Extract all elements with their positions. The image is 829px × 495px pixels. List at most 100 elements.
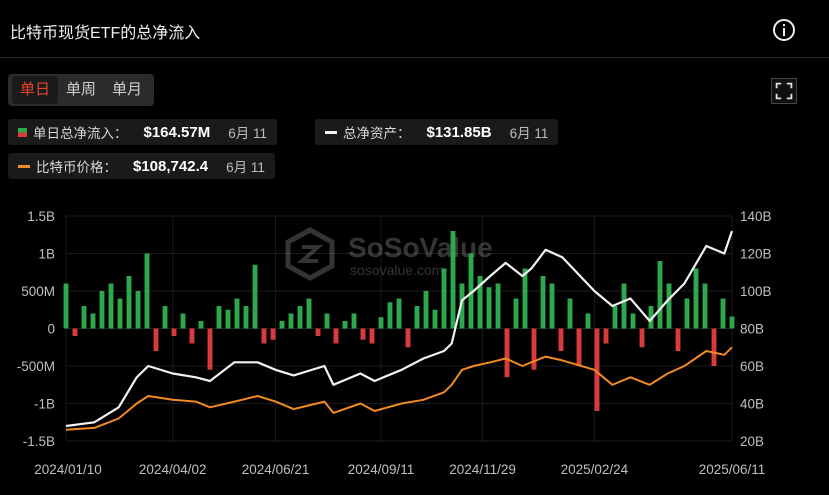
x-axis-ticks: 2024/01/10 2024/04/02 2024/06/21 2024/09/11…: [34, 462, 765, 477]
inflow-bar-positive: [288, 313, 294, 329]
inflow-bar-positive: [477, 276, 483, 329]
inflow-bar-positive: [144, 253, 150, 329]
legend-inflow-label: 单日总净流入：: [33, 126, 128, 141]
inflow-bar-positive: [90, 313, 96, 329]
sosovalue-logo-icon: [285, 227, 335, 281]
x-tick-label: 2025/06/11: [699, 462, 766, 477]
right-tick-label: 100B: [740, 284, 772, 299]
inflow-bar-negative: [333, 328, 339, 344]
inflow-bar-negative: [171, 328, 177, 336]
inflow-bar-positive: [324, 313, 330, 329]
inflow-bar-positive: [612, 306, 618, 329]
legend-assets-label: 总净资产：: [343, 126, 411, 141]
inflow-bar-positive: [279, 321, 285, 329]
inflow-bar-positive: [81, 306, 87, 329]
inflow-bar-positive: [216, 306, 222, 329]
x-tick-label: 2024/04/02: [139, 462, 207, 477]
tab-monthly[interactable]: 单月: [112, 81, 143, 98]
card-header: 比特币现货ETF的总净流入: [0, 0, 829, 58]
left-tick-label: 0: [47, 322, 55, 337]
inflow-bar-negative: [576, 328, 582, 366]
inflow-bar-positive: [198, 321, 204, 329]
inflow-bar-positive: [702, 283, 708, 329]
etf-flow-chart: SoSoValue sosovalue.com 1.5B1B500M0-500M…: [17, 209, 772, 477]
left-tick-label: 1B: [38, 247, 55, 262]
right-tick-label: 60B: [740, 359, 764, 374]
inflow-bar-negative: [603, 328, 609, 344]
inflow-bar-positive: [540, 276, 546, 329]
inflow-bar-positive: [297, 306, 303, 329]
price-swatch-icon: [18, 164, 30, 168]
gridlines: [65, 215, 733, 442]
x-tick-label: 2025/02/24: [561, 462, 629, 477]
inflow-bar-positive: [252, 264, 258, 329]
inflow-bar-negative: [72, 328, 78, 336]
legend-assets-value: $131.85B: [426, 123, 492, 141]
legend-inflow-date: 6月 11: [228, 126, 267, 141]
inflow-bar-positive: [342, 321, 348, 329]
inflow-bar-negative: [558, 328, 564, 351]
inflow-bar-negative: [153, 328, 159, 351]
left-tick-label: -1B: [34, 397, 55, 412]
inflow-bar-negative: [405, 328, 411, 348]
inflow-bar-positive: [459, 283, 465, 329]
x-tick-label: 2024/06/21: [242, 462, 310, 477]
x-tick-label: 2024/01/10: [34, 462, 102, 477]
inflow-bar-negative: [369, 328, 375, 344]
inflow-bar-positive: [693, 268, 699, 329]
x-tick-label: 2024/11/29: [449, 462, 516, 477]
fullscreen-icon[interactable]: [771, 78, 797, 104]
inflow-bar-positive: [243, 306, 249, 329]
series-lines: [65, 230, 734, 431]
inflow-bar-positive: [621, 283, 627, 329]
left-tick-label: 500M: [21, 284, 55, 299]
inflow-bar-positive: [162, 306, 168, 329]
inflow-bar-positive: [63, 283, 69, 329]
right-tick-label: 20B: [740, 434, 764, 449]
inflow-bar-positive: [378, 317, 384, 329]
inflow-bar-positive: [414, 306, 420, 329]
inflow-bar-positive: [567, 298, 573, 329]
inflow-bar-positive: [387, 302, 393, 329]
right-tick-label: 140B: [740, 209, 772, 224]
info-icon[interactable]: [772, 18, 796, 42]
watermark-url: sosovalue.com: [350, 262, 443, 278]
inflow-bar-positive: [495, 283, 501, 329]
right-tick-label: 40B: [740, 397, 764, 412]
inflow-bar-negative: [207, 328, 213, 370]
left-tick-label: 1.5B: [27, 209, 55, 224]
inflow-bar-negative: [711, 328, 717, 366]
page-title: 比特币现货ETF的总净流入: [10, 25, 201, 42]
inflow-bar-positive: [630, 313, 636, 329]
legend-inflow-value: $164.57M: [143, 123, 211, 141]
right-tick-label: 120B: [740, 247, 772, 262]
tab-daily[interactable]: 单日: [12, 76, 59, 104]
inflow-bar-positive: [351, 313, 357, 329]
assets-swatch-icon: [325, 130, 337, 134]
inflow-bar-negative: [531, 328, 537, 370]
legend-price-date: 6月 11: [226, 160, 265, 175]
inflow-bar-positive: [684, 298, 690, 329]
inflow-bar-positive: [486, 287, 492, 329]
inflow-bar-negative: [504, 328, 510, 378]
inflow-bar-positive: [513, 298, 519, 329]
assets-line: [65, 230, 734, 428]
legend-assets: 总净资产： $131.85B 6月 11: [315, 119, 559, 145]
inflow-bar-positive: [585, 313, 591, 329]
inflow-bar-positive: [126, 276, 132, 329]
left-tick-label: -1.5B: [23, 434, 55, 449]
inflow-bar-positive: [522, 268, 528, 329]
inflow-bar-positive: [423, 291, 429, 329]
inflow-bar-positive: [549, 283, 555, 329]
inflow-bar-negative: [270, 328, 276, 340]
inflow-bar-positive: [306, 298, 312, 329]
right-tick-label: 80B: [740, 322, 764, 337]
legend-price-label: 比特币价格：: [36, 160, 117, 175]
inflow-bar-positive: [729, 316, 735, 329]
tab-weekly[interactable]: 单周: [66, 81, 97, 98]
right-axis-ticks: 140B 120B 100B 80B 60B 40B 20B: [740, 209, 772, 449]
legend-assets-date: 6月 11: [509, 126, 549, 141]
inflow-bars: [63, 231, 735, 411]
inflow-bar-positive: [108, 283, 114, 329]
inflow-bar-negative: [315, 328, 321, 336]
